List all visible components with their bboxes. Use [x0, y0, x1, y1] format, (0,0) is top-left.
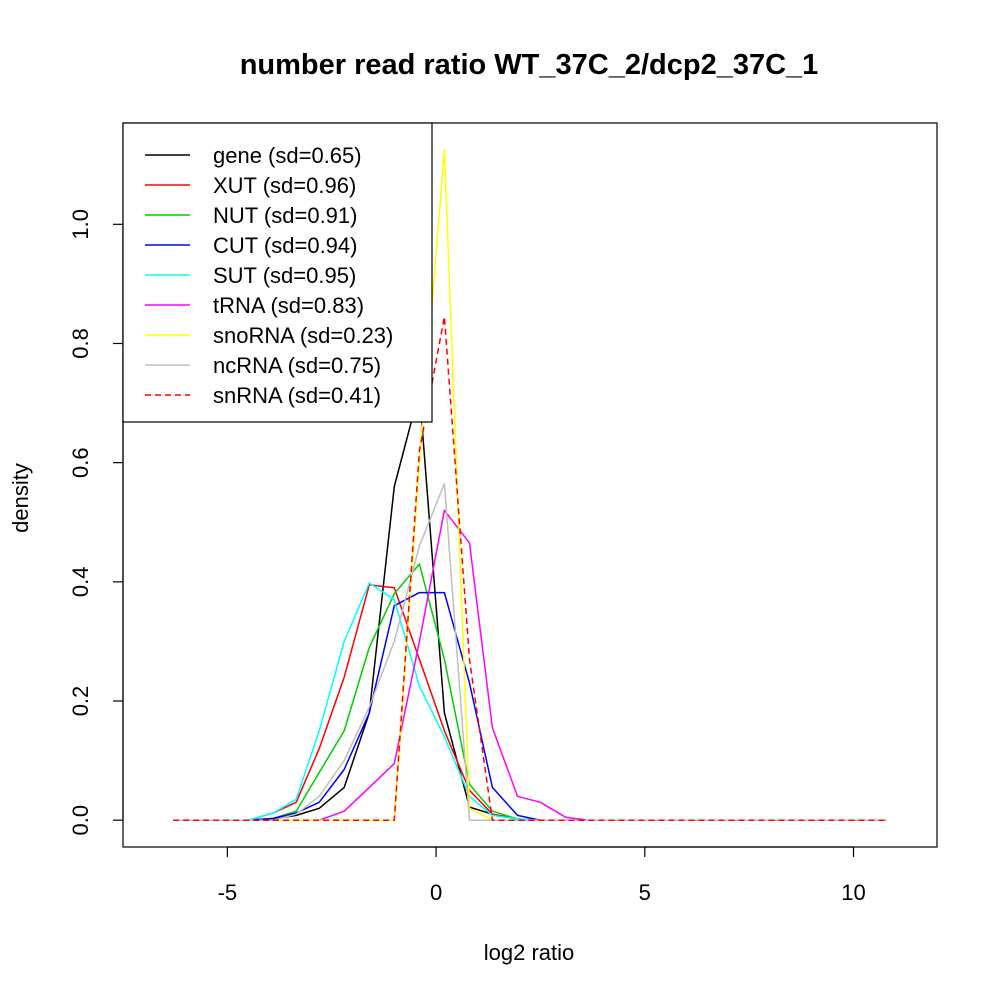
legend-label: gene (sd=0.65) [213, 143, 362, 168]
series-line-5 [173, 509, 887, 821]
legend-label: SUT (sd=0.95) [213, 263, 356, 288]
y-axis-label: density [8, 463, 33, 533]
x-tick-label: 0 [430, 880, 442, 905]
y-tick-label: 0.2 [68, 686, 93, 717]
y-tick-label: 0.8 [68, 328, 93, 359]
legend-label: XUT (sd=0.96) [213, 173, 356, 198]
y-tick-label: 1.0 [68, 209, 93, 240]
series-line-7 [173, 482, 887, 821]
series-layer [173, 149, 887, 821]
x-tick-label: 10 [841, 880, 865, 905]
legend-label: snRNA (sd=0.41) [213, 383, 381, 408]
legend-label: tRNA (sd=0.83) [213, 293, 364, 318]
legend: gene (sd=0.65) XUT (sd=0.96) NUT (sd=0.91)… [122, 122, 433, 423]
series-line-8 [173, 315, 887, 821]
legend-label: ncRNA (sd=0.75) [213, 353, 381, 378]
x-tick-label: 5 [639, 880, 651, 905]
series-line-4 [173, 582, 887, 821]
legend-box [122, 122, 433, 423]
x-tick-label: -5 [218, 880, 238, 905]
legend-label: CUT (sd=0.94) [213, 233, 357, 258]
x-axis-label: log2 ratio [484, 940, 575, 965]
legend-label: NUT (sd=0.91) [213, 203, 357, 228]
chart-title: number read ratio WT_37C_2/dcp2_37C_1 [240, 49, 819, 81]
y-tick-label: 0.4 [68, 567, 93, 598]
legend-label: snoRNA (sd=0.23) [213, 323, 393, 348]
plot-frame [122, 122, 938, 848]
series-line-3 [173, 591, 887, 821]
y-tick-label: 0.0 [68, 805, 93, 836]
y-tick-label: 0.6 [68, 447, 93, 478]
